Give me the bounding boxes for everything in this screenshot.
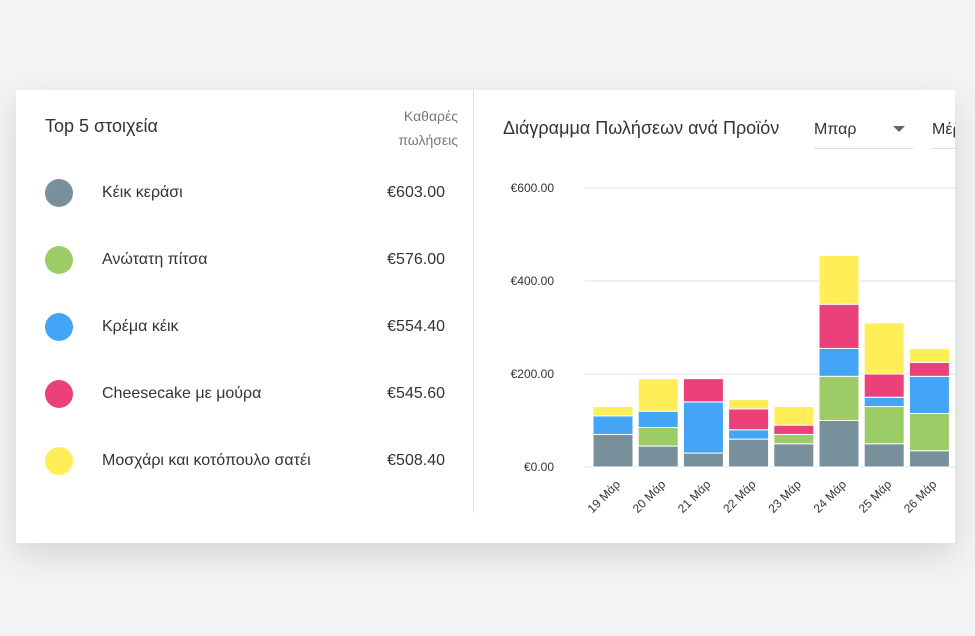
bar-segment: [818, 303, 860, 349]
legend-dot: [45, 447, 73, 475]
bar-segment: [637, 410, 679, 428]
bar-segment: [728, 399, 770, 410]
bar-segment: [637, 378, 679, 412]
bar-segment: [682, 378, 724, 403]
item-net-sales: €508.40: [387, 452, 445, 469]
bar-segment: [682, 401, 724, 454]
legend-dot: [45, 380, 73, 408]
bar-segment: [637, 445, 679, 468]
bar-segment: [863, 322, 905, 375]
item-net-sales: €576.00: [387, 251, 445, 268]
item-name: Ανώτατη πίτσα: [102, 251, 208, 268]
bar-segment: [728, 408, 770, 431]
x-tick-label: 25 Μάρ: [856, 477, 895, 516]
y-tick-label: €600.00: [511, 181, 555, 195]
item-net-sales: €554.40: [387, 318, 445, 335]
legend-dot: [45, 179, 73, 207]
bar-segment: [728, 438, 770, 468]
chart-type-dropdown[interactable]: Μπαρ: [814, 112, 913, 149]
item-name: Μοσχάρι και κοτόπουλο σατέι: [102, 452, 311, 469]
dropdown-value: Μέρ: [932, 121, 955, 138]
x-tick-label: 20 Μάρ: [630, 477, 669, 516]
item-name: Cheesecake με μούρα: [102, 385, 262, 402]
bar-segment: [592, 406, 634, 417]
bar-segment: [863, 406, 905, 445]
bar-segment: [592, 433, 634, 468]
column-header: Καθαρές πωλήσεις: [398, 108, 458, 148]
bar-segment: [908, 375, 950, 415]
period-dropdown[interactable]: Μέρ: [932, 112, 955, 149]
dropdown-value: Μπαρ: [814, 121, 857, 138]
chart: €0.00 €200.00 €400.00 €600.00 19 Μάρ 20 Μάρ 21…: [511, 181, 955, 516]
y-tick-label: €0.00: [524, 460, 554, 474]
bar-segment: [592, 415, 634, 435]
bar-segment: [682, 452, 724, 468]
bar-segment: [908, 413, 950, 452]
item-name: Κρέμα κέικ: [102, 318, 179, 335]
bar-segment: [818, 347, 860, 377]
bar-segment: [773, 443, 815, 468]
bar-segment: [908, 450, 950, 468]
chart-title: Διάγραμμα Πωλήσεων ανά Προϊόν: [503, 118, 780, 138]
x-tick-label: 21 Μάρ: [675, 477, 714, 516]
bar-segment: [908, 361, 950, 377]
y-tick-label: €400.00: [511, 274, 555, 288]
item-net-sales: €603.00: [387, 184, 445, 201]
x-tick-label: 24 Μάρ: [811, 477, 850, 516]
legend-dot: [45, 313, 73, 341]
bar-segment: [818, 420, 860, 468]
legend-dot: [45, 246, 73, 274]
bar-segment: [728, 429, 770, 440]
bar-segment: [818, 375, 860, 422]
item-name: Κέικ κεράσι: [102, 184, 183, 201]
bar-segment: [863, 373, 905, 398]
divider: [473, 90, 474, 513]
x-tick-label: 23 Μάρ: [765, 477, 804, 516]
bar-segment: [637, 426, 679, 447]
bar-segment: [863, 443, 905, 468]
card: Top 5 στοιχεία Καθαρές πωλήσεις Κέικ κερ…: [16, 90, 955, 543]
bar-segment: [863, 396, 905, 408]
bar-segment: [773, 424, 815, 435]
bar-segment: [908, 347, 950, 363]
bar-segment: [773, 433, 815, 445]
item-net-sales: €545.60: [387, 385, 445, 402]
y-tick-label: €200.00: [511, 367, 555, 381]
panel-title: Top 5 στοιχεία: [45, 116, 158, 136]
x-tick-label: 26 Μάρ: [901, 477, 940, 516]
x-tick-label: 19 Μάρ: [585, 477, 624, 516]
bar-segment: [773, 406, 815, 426]
x-tick-label: 22 Μάρ: [720, 477, 759, 516]
bar-segment: [818, 254, 860, 305]
dropdown-arrow: [893, 126, 905, 132]
